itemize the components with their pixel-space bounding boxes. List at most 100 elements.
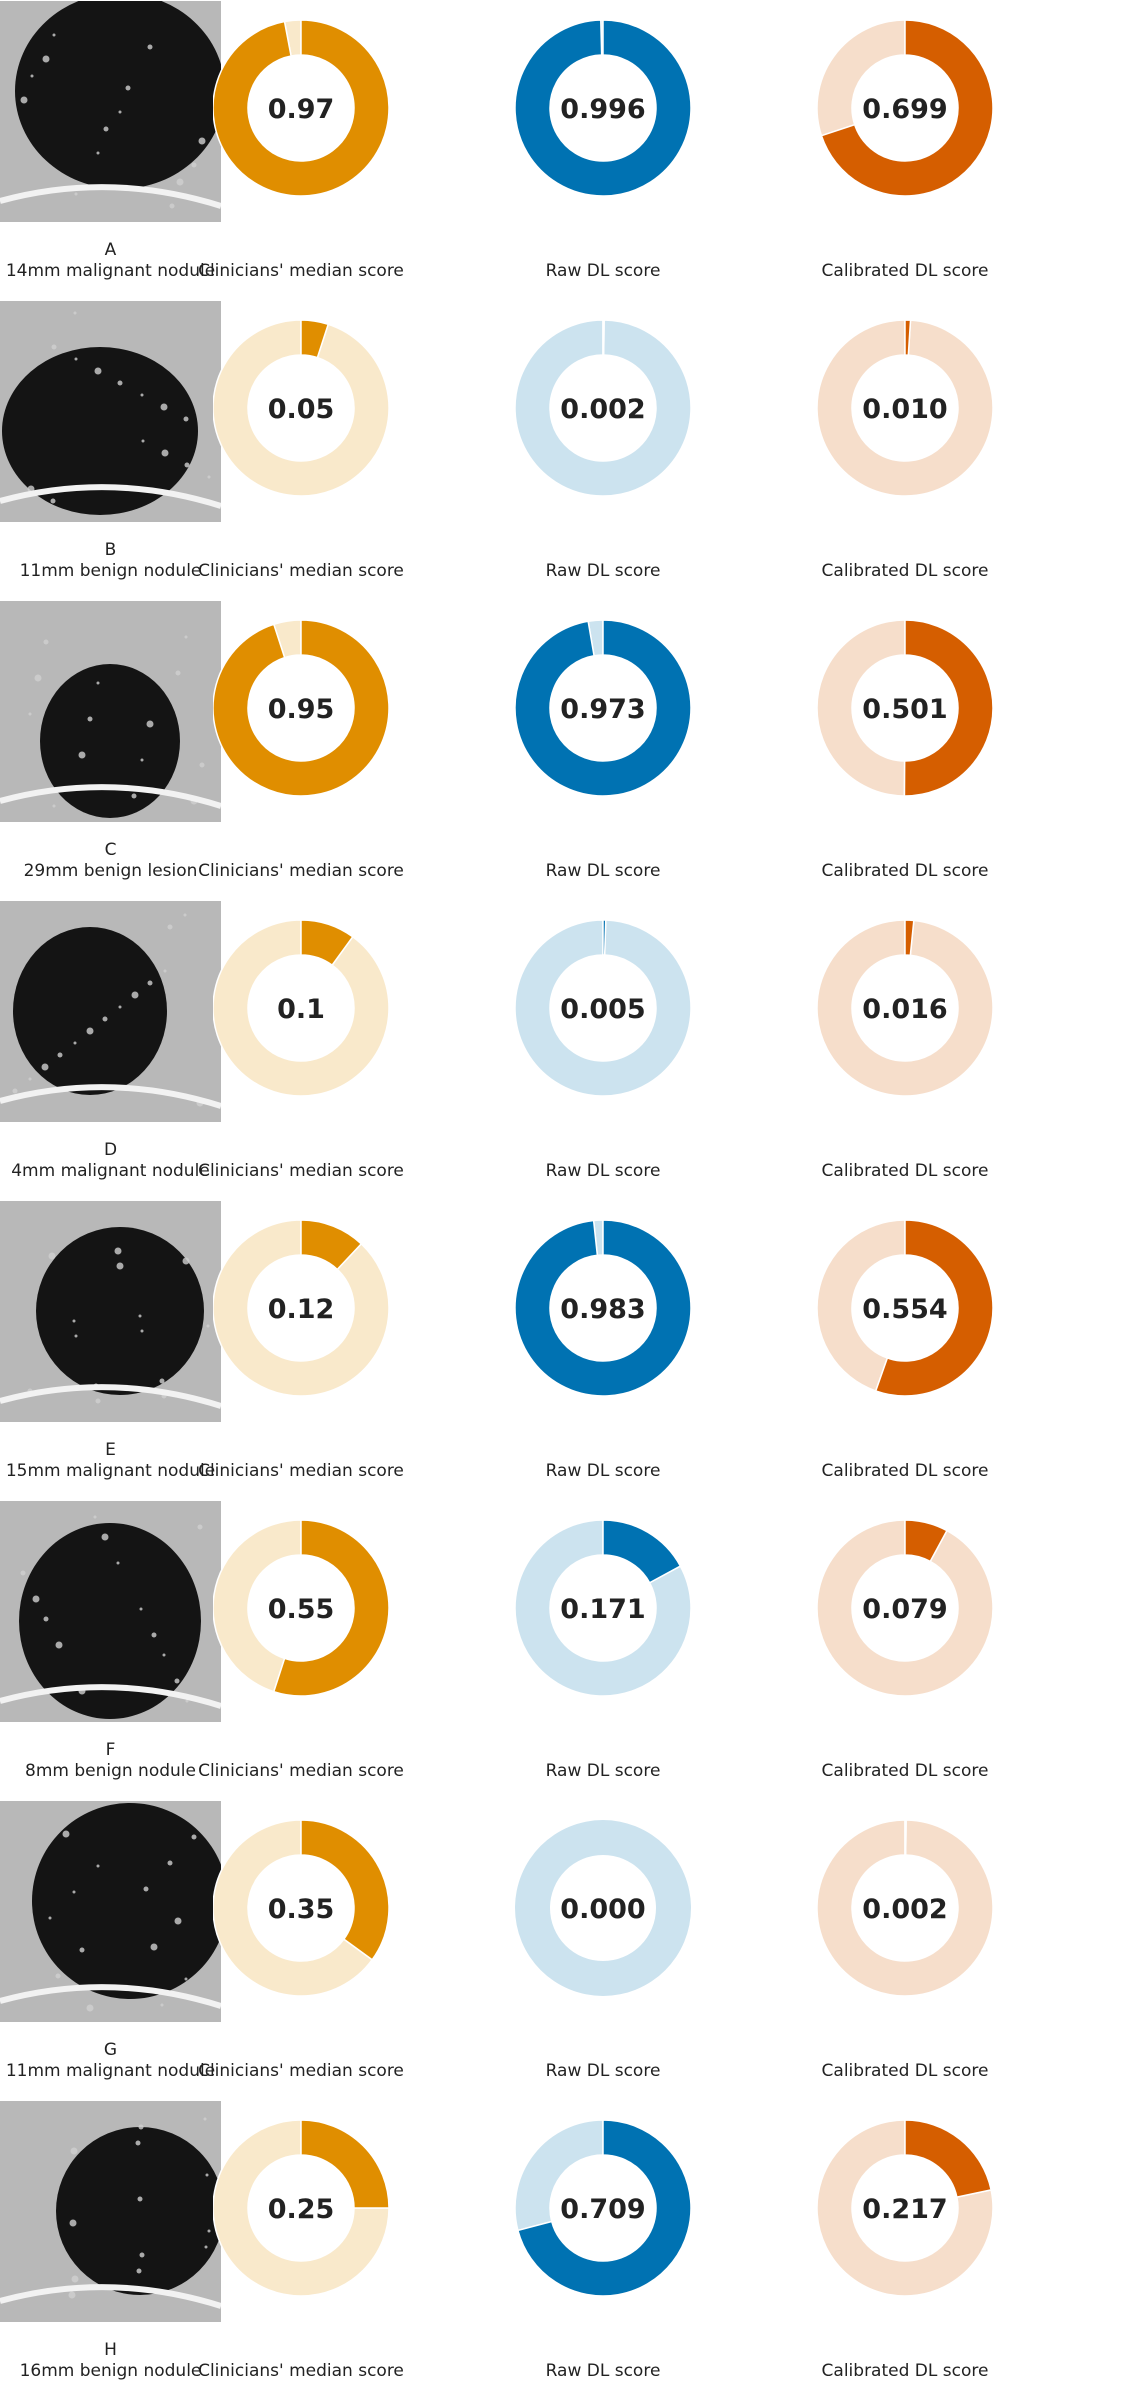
donut-remainder-slice — [213, 1820, 374, 1996]
donut-value-slice — [300, 1220, 363, 1271]
case-row: H 16mm benign nodule 0.25 Clinicians' media… — [0, 2101, 1125, 2401]
clinicians-donut-cell: 0.25 Clinicians' median score — [191, 2101, 411, 2401]
calibrated-donut-chart: 0.699 — [817, 20, 993, 196]
calibrated-caption: Calibrated DL score — [821, 261, 989, 281]
donut-value-slice — [874, 1220, 993, 1396]
donut-value-label: 0.709 — [560, 2194, 645, 2225]
clinicians-donut-chart: 0.25 — [213, 2120, 389, 2296]
donut-value-label: 0.000 — [560, 1894, 645, 1925]
donut-value-label: 0.699 — [862, 94, 947, 125]
case-caption: C 29mm benign lesion — [0, 840, 221, 882]
donut-value-slice — [516, 2120, 691, 2296]
donut-remainder-slice — [213, 920, 389, 1096]
donut-value-slice — [904, 2120, 993, 2198]
raw-caption: Raw DL score — [545, 2061, 661, 2081]
calibrated-caption: Calibrated DL score — [821, 2361, 989, 2381]
donut-remainder-slice — [817, 320, 993, 496]
clinicians-caption: Clinicians' median score — [198, 2361, 404, 2381]
calibrated-donut-cell: 0.501 Calibrated DL score — [795, 601, 1015, 901]
donut-value-slice — [515, 20, 691, 196]
calibrated-donut-chart: 0.217 — [817, 2120, 993, 2296]
ct-scan-image — [0, 1801, 221, 2022]
clinicians-donut-cell: 0.35 Clinicians' median score — [191, 1801, 411, 2101]
donut-remainder-slice — [213, 1220, 389, 1396]
donut-value-slice — [904, 920, 915, 957]
raw-caption: Raw DL score — [545, 2361, 661, 2381]
donut-value-label: 0.55 — [268, 1594, 335, 1625]
donut-value-label: 0.973 — [560, 694, 645, 725]
clinicians-donut-cell: 0.12 Clinicians' median score — [191, 1201, 411, 1501]
raw-donut-chart: 0.002 — [515, 320, 691, 496]
raw-donut-chart: 0.983 — [515, 1220, 691, 1396]
donut-value-slice — [602, 1520, 682, 1584]
donut-value-label: 0.002 — [560, 394, 645, 425]
clinicians-donut-chart: 0.55 — [213, 1520, 389, 1696]
calibrated-donut-chart: 0.016 — [817, 920, 993, 1096]
donut-remainder-slice — [213, 320, 389, 496]
case-description: 14mm malignant nodule — [5, 261, 216, 281]
case-row: F 8mm benign nodule 0.55 Clinicians' median… — [0, 1501, 1125, 1801]
case-caption: E 15mm malignant nodule — [0, 1440, 221, 1482]
donut-value-slice — [904, 1820, 907, 1856]
case-description: 11mm benign nodule — [19, 561, 202, 581]
calibrated-donut-chart: 0.554 — [817, 1220, 993, 1396]
donut-value-label: 0.005 — [560, 994, 645, 1025]
case-letter: B — [104, 540, 117, 560]
donut-value-label: 0.002 — [862, 1894, 947, 1925]
raw-caption: Raw DL score — [545, 1461, 661, 1481]
case-letter: C — [104, 840, 117, 860]
donut-remainder-slice — [515, 1820, 691, 1996]
donut-remainder-slice — [817, 1220, 906, 1392]
clinicians-caption: Clinicians' median score — [198, 1761, 404, 1781]
clinicians-caption: Clinicians' median score — [198, 2061, 404, 2081]
ct-image — [0, 601, 221, 822]
ct-scan-image — [0, 1201, 221, 1422]
clinicians-donut-cell: 0.05 Clinicians' median score — [191, 301, 411, 601]
calibrated-donut-cell: 0.554 Calibrated DL score — [795, 1201, 1015, 1501]
case-row: B 11mm benign nodule 0.05 Clinicians' media… — [0, 301, 1125, 601]
calibrated-caption: Calibrated DL score — [821, 1761, 989, 1781]
clinicians-donut-chart: 0.1 — [213, 920, 389, 1096]
calibrated-caption: Calibrated DL score — [821, 2061, 989, 2081]
clinicians-donut-chart: 0.97 — [213, 20, 389, 196]
donut-value-label: 0.95 — [268, 694, 335, 725]
ct-image — [0, 1201, 221, 1422]
ct-scan-image — [0, 2101, 221, 2322]
calibrated-donut-chart: 0.002 — [817, 1820, 993, 1996]
case-description: 8mm benign nodule — [25, 1761, 196, 1781]
donut-value-label: 0.554 — [862, 1294, 947, 1325]
raw-donut-chart: 0.171 — [515, 1520, 691, 1696]
raw-donut-cell: 0.709 Raw DL score — [493, 2101, 713, 2401]
donut-value-label: 0.97 — [268, 94, 335, 125]
raw-donut-cell: 0.000 Raw DL score — [493, 1801, 713, 2101]
case-caption: B 11mm benign nodule — [0, 540, 221, 582]
donut-value-slice — [213, 20, 389, 196]
case-letter: F — [105, 1740, 116, 1760]
donut-value-label: 0.12 — [268, 1294, 335, 1325]
case-row: A 14mm malignant nodule 0.97 Clinicians' me… — [0, 1, 1125, 301]
donut-remainder-slice — [817, 920, 993, 1096]
donut-remainder-slice — [515, 920, 691, 1096]
donut-value-slice — [820, 20, 993, 196]
ct-image — [0, 301, 221, 522]
case-caption: G 11mm malignant nodule — [0, 2040, 221, 2082]
donut-value-slice — [300, 2120, 389, 2209]
case-row: E 15mm malignant nodule 0.12 Clinicians' me… — [0, 1201, 1125, 1501]
donut-value-slice — [300, 920, 354, 967]
donut-value-label: 0.05 — [268, 394, 335, 425]
donut-remainder-slice — [515, 320, 691, 496]
raw-donut-chart: 0.709 — [515, 2120, 691, 2296]
calibrated-donut-cell: 0.079 Calibrated DL score — [795, 1501, 1015, 1801]
raw-caption: Raw DL score — [545, 1761, 661, 1781]
calibrated-caption: Calibrated DL score — [821, 861, 989, 881]
case-description: 11mm malignant nodule — [5, 2061, 216, 2081]
calibrated-donut-cell: 0.010 Calibrated DL score — [795, 301, 1015, 601]
case-letter: G — [103, 2040, 118, 2060]
clinicians-caption: Clinicians' median score — [198, 1161, 404, 1181]
donut-value-label: 0.217 — [862, 2194, 947, 2225]
raw-donut-cell: 0.983 Raw DL score — [493, 1201, 713, 1501]
donut-value-label: 0.996 — [560, 94, 645, 125]
calibrated-donut-cell: 0.016 Calibrated DL score — [795, 901, 1015, 1201]
raw-donut-cell: 0.002 Raw DL score — [493, 301, 713, 601]
ct-scan-image — [0, 601, 221, 822]
